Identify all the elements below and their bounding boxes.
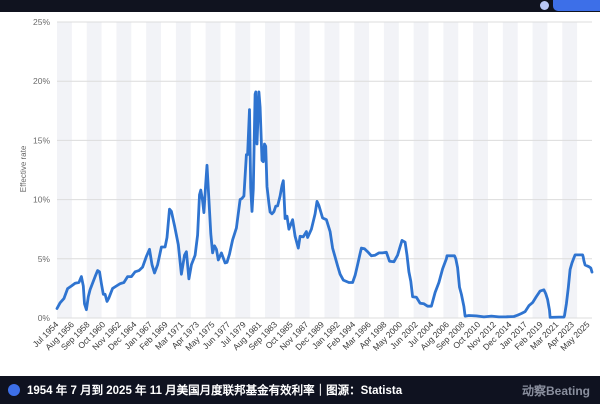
background-band <box>562 22 578 318</box>
background-band <box>532 22 548 318</box>
footer-caption-bar: 1954 年 7 月到 2025 年 11 月美国月度联邦基金有效利率｜图源：S… <box>0 376 600 404</box>
background-band <box>443 22 459 318</box>
brand-logo: 动察Beating <box>521 384 590 398</box>
background-band <box>86 22 102 318</box>
y-axis-label: Effective rate <box>19 145 28 192</box>
caption-dot-icon <box>8 384 20 396</box>
top-bar <box>0 0 600 12</box>
chart-series <box>55 90 594 319</box>
y-tick-label: 20% <box>33 76 50 86</box>
background-band <box>265 22 280 318</box>
footer-caption: 1954 年 7 月到 2025 年 11 月美国月度联邦基金有效利率｜图源：S… <box>27 385 403 397</box>
series-line <box>55 90 594 319</box>
status-dot-icon <box>540 1 549 10</box>
background-band <box>294 22 310 318</box>
y-tick-label: 10% <box>33 195 50 205</box>
background-band <box>116 22 132 318</box>
background-band <box>502 22 518 318</box>
background-band <box>473 22 488 318</box>
chart-background-bands <box>57 22 578 318</box>
background-band <box>413 22 429 318</box>
y-tick-label: 15% <box>33 135 50 145</box>
background-band <box>354 22 370 318</box>
y-tick-label: 5% <box>38 254 51 264</box>
background-band <box>383 22 399 318</box>
y-tick-label: 25% <box>33 17 50 27</box>
background-band <box>324 22 340 318</box>
y-axis-tick-labels: 0% 5% 10% 15% 20% 25% <box>33 17 50 323</box>
background-band <box>57 22 72 318</box>
background-band <box>146 22 162 318</box>
y-tick-label: 0% <box>38 313 51 323</box>
background-band <box>235 22 251 318</box>
top-accent-tab[interactable] <box>553 0 600 11</box>
background-band <box>205 22 221 318</box>
